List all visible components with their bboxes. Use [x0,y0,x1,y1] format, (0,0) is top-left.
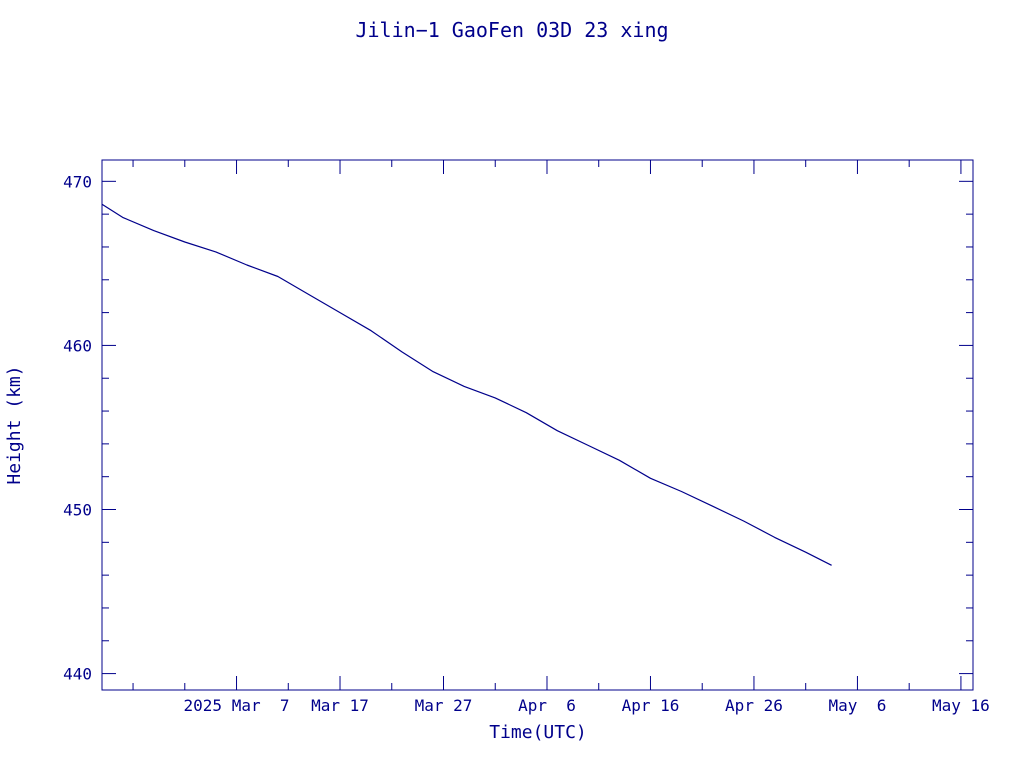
x-tick-label: May 16 [932,696,990,715]
x-axis-label: Time(UTC) [489,722,587,743]
series-layer [101,203,832,566]
x-axis-ticks [132,160,962,690]
x-tick-label: 2025 Mar 7 [184,696,290,715]
x-tick-label: Mar 17 [311,696,369,715]
y-tick-label: 450 [63,501,92,520]
x-tick-label: May 6 [829,696,887,715]
x-tick-label: Mar 27 [415,696,473,715]
series-line [101,203,832,566]
y-axis-tick-labels: 440 450 460 470 [63,172,92,683]
y-tick-label: 460 [63,336,92,355]
x-tick-label: Apr 16 [622,696,680,715]
y-axis-label: Height (km) [4,365,25,484]
chart-title: Jilin−1 GaoFen 03D 23 xing [355,18,668,42]
plot-frame [101,159,974,691]
y-tick-label: 440 [63,665,92,684]
x-tick-label: Apr 6 [518,696,576,715]
x-tick-label: Apr 26 [725,696,783,715]
y-axis-ticks [102,180,973,675]
y-tick-label: 470 [63,172,92,191]
x-axis-tick-labels: 2025 Mar 7 Mar 17 Mar 27 Apr 6 Apr 16 Apr 26 M… [184,696,990,715]
